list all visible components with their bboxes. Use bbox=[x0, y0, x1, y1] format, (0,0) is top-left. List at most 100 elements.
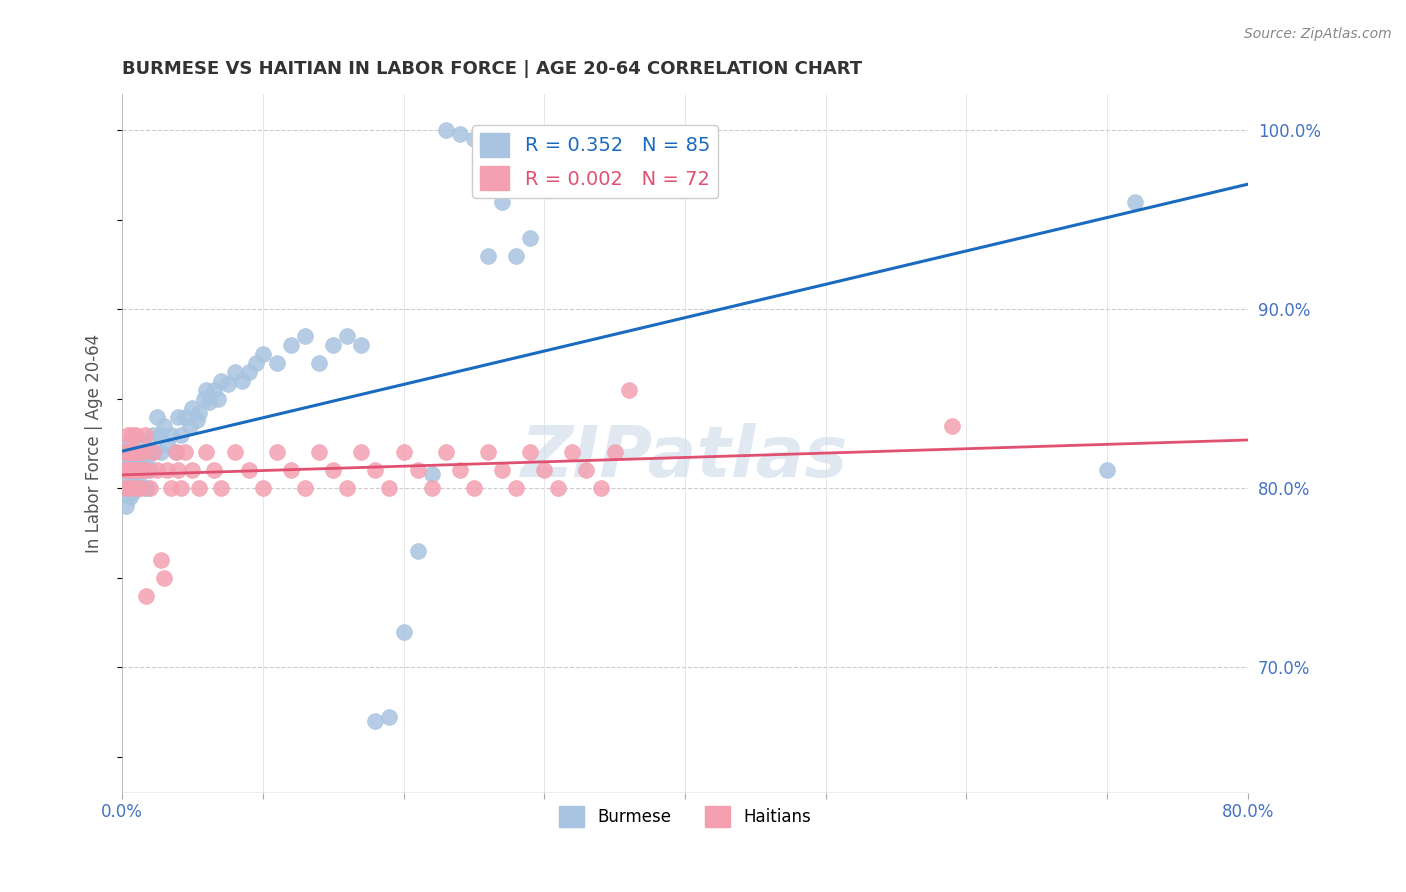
Point bbox=[117, 463, 139, 477]
Point bbox=[134, 427, 156, 442]
Point bbox=[120, 445, 142, 459]
Point bbox=[209, 481, 232, 495]
Point bbox=[505, 481, 527, 495]
Point bbox=[174, 445, 197, 459]
Point bbox=[127, 472, 149, 486]
Point bbox=[322, 338, 344, 352]
Point bbox=[131, 445, 153, 459]
Y-axis label: In Labor Force | Age 20-64: In Labor Force | Age 20-64 bbox=[86, 334, 103, 553]
Point bbox=[1125, 194, 1147, 209]
Point bbox=[533, 463, 555, 477]
Point bbox=[280, 463, 302, 477]
Point bbox=[195, 383, 218, 397]
Point bbox=[115, 499, 138, 513]
Point bbox=[170, 427, 193, 442]
Point bbox=[179, 418, 201, 433]
Point bbox=[156, 463, 179, 477]
Point bbox=[120, 481, 142, 495]
Point bbox=[420, 467, 443, 481]
Point bbox=[118, 463, 141, 477]
Point bbox=[1097, 463, 1119, 477]
Point bbox=[322, 463, 344, 477]
Point bbox=[617, 383, 640, 397]
Point bbox=[188, 481, 211, 495]
Point bbox=[125, 463, 148, 477]
Point bbox=[174, 409, 197, 424]
Point bbox=[121, 445, 143, 459]
Point bbox=[165, 445, 187, 459]
Point bbox=[153, 571, 176, 585]
Point bbox=[406, 544, 429, 558]
Point bbox=[122, 484, 145, 499]
Point bbox=[217, 377, 239, 392]
Point bbox=[186, 413, 208, 427]
Point bbox=[125, 454, 148, 468]
Point bbox=[118, 463, 141, 477]
Point bbox=[224, 445, 246, 459]
Point bbox=[181, 401, 204, 415]
Point bbox=[336, 329, 359, 343]
Point bbox=[280, 338, 302, 352]
Point bbox=[519, 230, 541, 244]
Point bbox=[150, 445, 173, 459]
Point bbox=[505, 249, 527, 263]
Point bbox=[118, 445, 141, 459]
Point bbox=[434, 123, 457, 137]
Point bbox=[167, 409, 190, 424]
Point bbox=[120, 472, 142, 486]
Point bbox=[477, 249, 499, 263]
Point bbox=[156, 436, 179, 450]
Point bbox=[378, 481, 401, 495]
Point bbox=[128, 463, 150, 477]
Text: BURMESE VS HAITIAN IN LABOR FORCE | AGE 20-64 CORRELATION CHART: BURMESE VS HAITIAN IN LABOR FORCE | AGE … bbox=[122, 60, 862, 78]
Point bbox=[231, 374, 253, 388]
Point bbox=[193, 392, 215, 406]
Point bbox=[547, 481, 569, 495]
Point bbox=[139, 481, 162, 495]
Point bbox=[266, 356, 288, 370]
Point bbox=[132, 463, 155, 477]
Point bbox=[122, 445, 145, 459]
Point bbox=[150, 553, 173, 567]
Point bbox=[378, 710, 401, 724]
Point bbox=[149, 427, 172, 442]
Point bbox=[575, 463, 598, 477]
Point bbox=[129, 481, 152, 495]
Point bbox=[112, 445, 135, 459]
Point bbox=[167, 463, 190, 477]
Point bbox=[238, 365, 260, 379]
Point bbox=[202, 463, 225, 477]
Point bbox=[138, 445, 160, 459]
Point bbox=[135, 454, 157, 468]
Point bbox=[160, 481, 183, 495]
Point bbox=[117, 427, 139, 442]
Point bbox=[142, 445, 165, 459]
Point bbox=[449, 127, 471, 141]
Point bbox=[519, 445, 541, 459]
Point bbox=[308, 445, 330, 459]
Point bbox=[266, 445, 288, 459]
Point bbox=[128, 463, 150, 477]
Point bbox=[463, 481, 485, 495]
Point bbox=[449, 463, 471, 477]
Point bbox=[181, 463, 204, 477]
Point bbox=[350, 445, 373, 459]
Point bbox=[117, 481, 139, 495]
Point bbox=[406, 463, 429, 477]
Point bbox=[121, 481, 143, 495]
Point bbox=[131, 445, 153, 459]
Point bbox=[142, 427, 165, 442]
Point bbox=[207, 392, 229, 406]
Point bbox=[165, 445, 187, 459]
Point bbox=[160, 427, 183, 442]
Point bbox=[121, 463, 143, 477]
Point bbox=[122, 463, 145, 477]
Point bbox=[127, 445, 149, 459]
Point bbox=[589, 481, 612, 495]
Point bbox=[112, 481, 135, 495]
Point bbox=[238, 463, 260, 477]
Point bbox=[120, 454, 142, 468]
Point bbox=[122, 449, 145, 463]
Point bbox=[117, 454, 139, 468]
Point bbox=[118, 481, 141, 495]
